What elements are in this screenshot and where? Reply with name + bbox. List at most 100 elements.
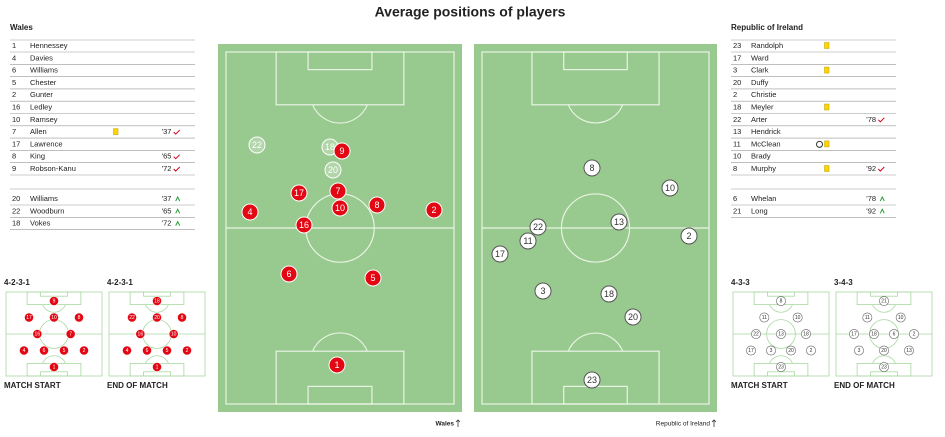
pitch-line <box>307 51 373 71</box>
mini-marker-number: 21 <box>881 299 887 305</box>
mini-marker-number: 5 <box>63 348 66 354</box>
mini-marker-number: 2 <box>810 348 813 354</box>
mini-marker <box>65 329 76 339</box>
player-marker-number: 2 <box>431 205 436 215</box>
yellow-card <box>824 42 830 49</box>
minute: '72 <box>162 164 172 173</box>
mini-marker <box>759 312 770 323</box>
player-marker-number: 16 <box>299 220 309 230</box>
yellow-card <box>824 103 830 111</box>
yellow-card <box>824 66 830 74</box>
mini-marker-number: 10 <box>795 315 801 321</box>
player-marker <box>329 182 347 200</box>
mini-marker <box>39 345 49 356</box>
mini-marker-number: 11 <box>865 315 870 321</box>
player-name: Randolph <box>751 41 783 50</box>
player-name: Christie <box>751 90 776 99</box>
minute: '72 <box>162 219 172 228</box>
player-marker-number: 10 <box>335 203 345 213</box>
player-number: 20 <box>12 194 20 203</box>
player-number: 7 <box>12 127 16 136</box>
mini-marker <box>889 329 899 339</box>
player-marker-number: 10 <box>665 183 675 193</box>
team-name: Wales <box>10 23 33 32</box>
mini-marker <box>746 345 756 356</box>
player-marker <box>280 265 298 283</box>
player-name: Lawrence <box>30 139 63 148</box>
minute: '78 <box>866 194 876 203</box>
mini-marker-number: 17 <box>851 332 857 338</box>
mini-marker-number: 10 <box>171 332 177 338</box>
player-marker-number: 1 <box>334 360 339 370</box>
mini-marker-number: 7 <box>69 332 72 338</box>
player-number: 22 <box>12 206 20 215</box>
mini-marker <box>879 345 889 356</box>
arrow <box>711 419 717 427</box>
player-number: 22 <box>733 115 741 124</box>
player-number: 21 <box>733 206 741 215</box>
player-marker-number: 20 <box>628 312 638 322</box>
mini-marker <box>862 312 873 323</box>
pitch-line <box>145 304 169 313</box>
player-name: Duffy <box>751 78 769 87</box>
pitch-line <box>769 304 793 313</box>
player-marker-number: 23 <box>587 375 597 385</box>
mini-marker <box>909 329 919 339</box>
sub-icon <box>175 195 181 202</box>
mini-marker-number: 8 <box>78 315 81 321</box>
mini-marker-number: 3 <box>858 348 861 354</box>
mini-marker <box>766 345 776 356</box>
mini-marker-number: 6 <box>43 348 46 354</box>
mini-marker <box>895 312 906 323</box>
mini-marker <box>776 329 786 339</box>
player-marker-number: 17 <box>495 249 505 259</box>
player-number: 11 <box>733 139 741 148</box>
mini-marker-number: 8 <box>181 315 184 321</box>
player-name: King <box>30 152 45 161</box>
pitch-line <box>312 104 368 124</box>
mini-marker-number: 1 <box>53 365 56 371</box>
player-marker-number: 18 <box>604 289 614 299</box>
player-name: Woodburn <box>30 206 64 215</box>
player-number: 20 <box>733 78 741 87</box>
sub-icon <box>175 208 181 214</box>
player-marker-number: 3 <box>540 286 545 296</box>
mini-marker <box>869 329 879 339</box>
mini-marker <box>182 345 192 356</box>
mini-marker-number: 4 <box>126 348 129 354</box>
player-marker-number: 18 <box>325 142 335 152</box>
mini-marker <box>127 312 137 323</box>
pitch-line <box>567 104 624 124</box>
mini-marker-number: 2 <box>913 332 916 338</box>
player-marker-number: 9 <box>339 146 344 156</box>
player-number: 18 <box>733 102 741 111</box>
formation-name: 4-2-3-1 <box>4 278 30 287</box>
player-marker <box>364 269 382 287</box>
mini-marker-number: 2 <box>83 348 86 354</box>
mini-marker-number: 23 <box>881 365 887 371</box>
player-number: 10 <box>733 152 741 161</box>
player-number: 2 <box>733 90 737 99</box>
mini-marker-number: 9 <box>53 299 56 305</box>
formation-label: MATCH START <box>4 381 61 390</box>
mini-marker <box>135 329 146 339</box>
sub-icon <box>877 117 885 123</box>
player-marker <box>328 356 346 374</box>
sub-icon <box>879 208 885 214</box>
player-number: 23 <box>733 41 741 50</box>
mini-marker <box>776 296 786 306</box>
mini-marker <box>49 296 59 306</box>
player-marker <box>290 184 308 202</box>
pitch-line <box>312 332 368 352</box>
sub-icon <box>877 166 885 172</box>
player-marker-number: 17 <box>294 188 304 198</box>
player-number: 17 <box>733 53 741 62</box>
sub-icon <box>173 129 181 135</box>
mini-marker <box>122 345 132 356</box>
mini-marker-number: 8 <box>780 299 783 305</box>
mini-marker-number: 18 <box>154 299 160 305</box>
minute: '78 <box>866 115 876 124</box>
sub-icon <box>175 220 181 226</box>
player-marker <box>610 213 628 231</box>
player-marker-number: 11 <box>523 236 532 246</box>
